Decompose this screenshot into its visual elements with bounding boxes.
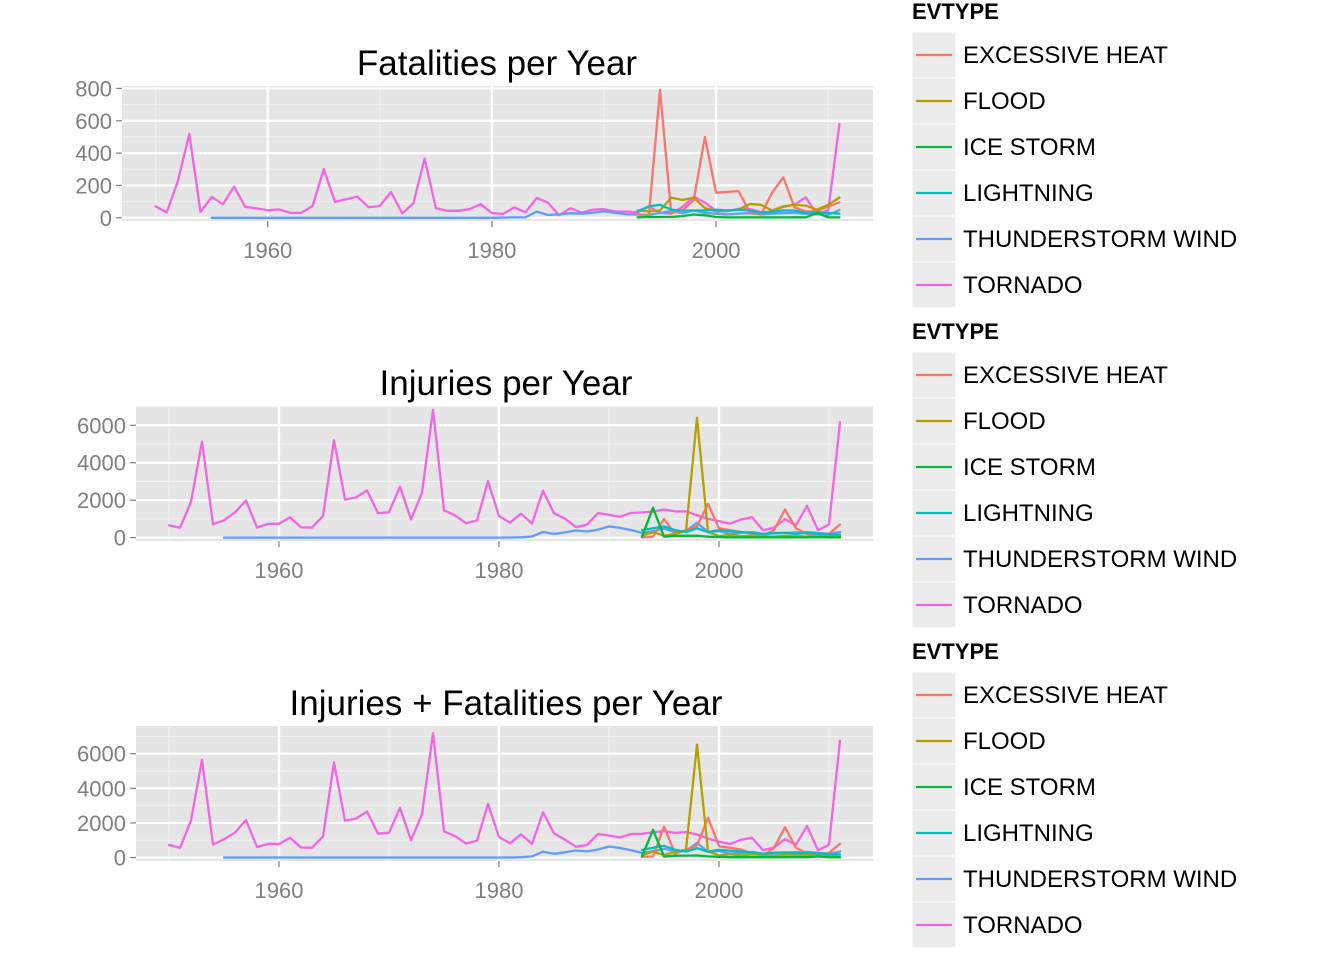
chart-title: Injuries per Year	[380, 364, 633, 403]
chart-title: Injuries + Fatalities per Year	[290, 684, 723, 723]
chart-panel-3: Injuries + Fatalities per Year 0 2000 4000 6…	[77, 684, 873, 903]
y-tick-label: 0	[114, 846, 126, 871]
legend-label: EXCESSIVE HEAT	[963, 682, 1168, 709]
chart-title: Fatalities per Year	[357, 44, 638, 83]
legend-label: TORNADO	[963, 912, 1083, 939]
y-tick-label: 6000	[77, 742, 126, 767]
legend-title: EVTYPE	[912, 0, 999, 24]
x-tick-label: 1960	[255, 878, 304, 903]
legend-item-flood: FLOOD	[911, 77, 1046, 125]
legend-label: ICE STORM	[963, 134, 1096, 161]
y-tick-label: 0	[114, 526, 126, 551]
chart-panel-2: Injuries per Year 0 2000 4000 6000 1960 1980 20…	[77, 364, 873, 583]
series-line-lightning	[640, 844, 842, 856]
legend-item-flood: FLOOD	[911, 717, 1046, 765]
legend-item-flood: FLOOD	[911, 397, 1046, 445]
legend-3: EVTYPE EXCESSIVE HEAT FLOOD ICE STORM LIGHTN…	[911, 639, 1237, 949]
legend-label: TORNADO	[963, 272, 1083, 299]
legend-title: EVTYPE	[912, 639, 999, 664]
legend-label: EXCESSIVE HEAT	[963, 362, 1168, 389]
series-line-lightning	[636, 203, 841, 215]
x-tick-label: 1960	[243, 238, 292, 263]
legend-item-ice-storm: ICE STORM	[911, 763, 1096, 811]
legend-1: EVTYPE EXCESSIVE HEAT FLOOD ICE STORM LIGHTN…	[911, 0, 1237, 309]
series-line-lightning	[640, 525, 842, 536]
x-tick-label: 1960	[255, 558, 304, 583]
legend-label: TORNADO	[963, 592, 1083, 619]
legend-2: EVTYPE EXCESSIVE HEAT FLOOD ICE STORM LIGHTN…	[911, 319, 1237, 629]
y-tick-label: 0	[100, 206, 112, 231]
legend-label: LIGHTNING	[963, 820, 1094, 847]
legend-item-tornado: TORNADO	[911, 581, 1083, 629]
chart-panel-1: Fatalities per Year 0 200 400 600 800 1960 1980…	[75, 44, 873, 263]
series-line-ice-storm	[640, 828, 842, 859]
x-tick-label: 2000	[692, 238, 741, 263]
series-line-flood	[640, 743, 842, 858]
y-tick-label: 400	[75, 141, 112, 166]
legend-item-ice-storm: ICE STORM	[911, 123, 1096, 171]
legend-label: ICE STORM	[963, 454, 1096, 481]
legend-item-thunderstorm-wind: THUNDERSTORM WIND	[911, 215, 1237, 263]
y-tick-label: 6000	[77, 413, 126, 438]
legend-label: ICE STORM	[963, 774, 1096, 801]
series-line-excessive-heat	[636, 88, 841, 218]
legend-item-excessive-heat: EXCESSIVE HEAT	[911, 351, 1168, 399]
y-tick-label: 2000	[77, 811, 126, 836]
legend-item-thunderstorm-wind: THUNDERSTORM WIND	[911, 535, 1237, 583]
x-tick-label: 1980	[475, 878, 524, 903]
series-line-ice-storm	[640, 506, 842, 539]
x-tick-label: 2000	[695, 558, 744, 583]
legend-label: LIGHTNING	[963, 180, 1094, 207]
x-tick-label: 1980	[475, 558, 524, 583]
legend-item-ice-storm: ICE STORM	[911, 443, 1096, 491]
legend-item-tornado: TORNADO	[911, 261, 1083, 309]
x-tick-label: 2000	[695, 878, 744, 903]
legend-item-excessive-heat: EXCESSIVE HEAT	[911, 31, 1168, 79]
legend-label: FLOOD	[963, 728, 1046, 755]
series-line-tornado	[167, 408, 842, 532]
legend-title: EVTYPE	[912, 319, 999, 344]
legend-item-excessive-heat: EXCESSIVE HEAT	[911, 671, 1168, 719]
legend-item-thunderstorm-wind: THUNDERSTORM WIND	[911, 855, 1237, 903]
legend-item-lightning: LIGHTNING	[911, 489, 1094, 537]
legend-label: EXCESSIVE HEAT	[963, 42, 1168, 69]
legend-label: LIGHTNING	[963, 500, 1094, 527]
legend-item-lightning: LIGHTNING	[911, 169, 1094, 217]
legend-label: FLOOD	[963, 88, 1046, 115]
legend-label: THUNDERSTORM WIND	[963, 866, 1237, 893]
legend-label: THUNDERSTORM WIND	[963, 226, 1237, 253]
y-tick-label: 2000	[77, 488, 126, 513]
y-tick-label: 200	[75, 173, 112, 198]
legend-item-lightning: LIGHTNING	[911, 809, 1094, 857]
series-line-tornado	[167, 731, 842, 852]
legend-label: THUNDERSTORM WIND	[963, 546, 1237, 573]
x-tick-label: 1980	[467, 238, 516, 263]
y-tick-label: 800	[75, 76, 112, 101]
series-line-ice-storm	[636, 211, 841, 219]
y-tick-label: 600	[75, 109, 112, 134]
y-tick-label: 4000	[77, 451, 126, 476]
y-tick-label: 4000	[77, 776, 126, 801]
legend-item-tornado: TORNADO	[911, 901, 1083, 949]
legend-label: FLOOD	[963, 408, 1046, 435]
